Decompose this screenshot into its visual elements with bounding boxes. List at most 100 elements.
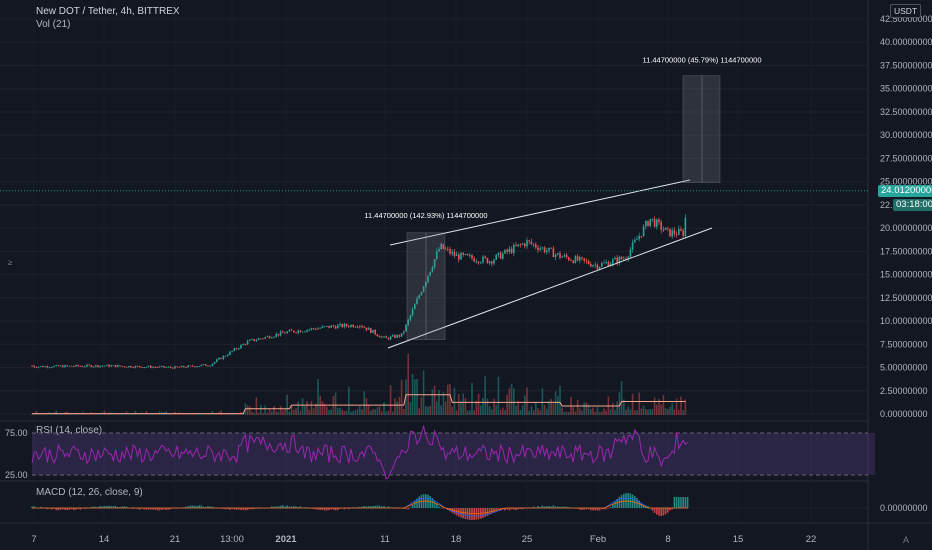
macd-histogram-bar: [150, 508, 152, 510]
candle-body: [636, 239, 638, 240]
candle-body: [587, 261, 590, 265]
volume-bar: [33, 414, 35, 415]
volume-bar: [79, 414, 82, 415]
macd-histogram-bar: [519, 508, 522, 510]
candle-body: [288, 329, 291, 332]
candle-body: [77, 364, 79, 367]
candle-body: [477, 261, 480, 263]
volume-bar: [284, 408, 286, 415]
macd-histogram-bar: [315, 508, 317, 510]
macd-histogram-bar: [493, 508, 495, 513]
candle-body: [275, 333, 277, 337]
candle-body: [656, 219, 658, 227]
volume-bar: [365, 397, 368, 415]
candle-body: [469, 255, 471, 256]
candle-body: [255, 340, 258, 341]
candle-body: [108, 364, 110, 367]
candle-body: [515, 245, 517, 247]
volume-bar: [154, 414, 156, 415]
macd-histogram-bar: [64, 508, 66, 510]
price-tick-label: 20.00000000: [880, 223, 932, 233]
volume-bar: [295, 408, 297, 415]
candle-body: [328, 325, 330, 328]
candle-body: [570, 260, 572, 262]
candle-body: [596, 264, 599, 269]
volume-bar: [488, 405, 491, 415]
volume-bar: [220, 410, 222, 415]
volume-bar: [464, 398, 467, 415]
macd-histogram-bar: [273, 506, 275, 508]
volume-bar: [651, 409, 654, 415]
candle-body: [510, 248, 513, 254]
candle-body: [271, 337, 273, 339]
volume-bar: [345, 410, 348, 415]
volume-bar: [409, 401, 412, 415]
macd-histogram-bar: [293, 506, 295, 508]
macd-histogram-bar: [249, 508, 251, 510]
candle-body: [191, 365, 194, 367]
candle-body: [554, 254, 557, 258]
candle-body: [46, 366, 49, 368]
candle-body: [103, 365, 106, 367]
volume-bar: [394, 398, 396, 415]
candle-body: [251, 339, 253, 340]
macd-histogram-bar: [671, 508, 673, 510]
candle-body: [31, 365, 33, 367]
volume-bar: [323, 403, 326, 415]
candle-body: [323, 326, 326, 328]
candle-body: [42, 366, 44, 368]
candle-body: [253, 339, 255, 341]
auto-scale-toggle[interactable]: A: [903, 535, 910, 545]
macd-line: [32, 497, 688, 517]
macd-histogram-bar: [158, 508, 161, 511]
candle-body: [185, 367, 187, 368]
macd-histogram-bar: [222, 508, 225, 510]
rsi-level-label: 75.00: [5, 428, 28, 438]
currency-selector[interactable]: USDT: [890, 4, 922, 18]
symbol-legend: New DOT / Tether, 4h, BITTREX: [36, 6, 180, 17]
volume-bar: [273, 406, 275, 415]
volume-bar: [350, 411, 352, 415]
candle-body: [497, 252, 500, 255]
volume-bar: [297, 401, 299, 415]
volume-bar: [264, 405, 266, 415]
candle-body: [640, 236, 643, 237]
candle-body: [629, 249, 632, 257]
macd-histogram-bar: [495, 508, 497, 511]
volume-bar: [444, 401, 447, 415]
volume-bar: [242, 414, 244, 415]
macd-histogram-bar: [233, 508, 236, 510]
last-price-badge: 24.01200000: [878, 185, 932, 197]
volume-bar: [636, 410, 638, 415]
volume-bar: [625, 409, 627, 415]
candle-body: [257, 338, 260, 341]
macd-signal-line: [32, 500, 688, 514]
candle-body: [260, 338, 262, 340]
volume-bar: [422, 370, 425, 415]
collapse-left-icon[interactable]: ≥: [8, 258, 13, 267]
candle-body: [449, 248, 451, 254]
volume-bar: [594, 411, 596, 415]
volume-legend: Vol (21): [36, 19, 71, 30]
macd-histogram-bar: [651, 508, 654, 511]
macd-histogram-bar: [169, 508, 172, 510]
macd-histogram-bar: [123, 506, 126, 508]
macd-histogram-bar: [680, 497, 682, 508]
macd-histogram-bar: [673, 497, 676, 508]
macd-histogram-bar: [618, 496, 621, 508]
candle-body: [678, 228, 680, 235]
candle-body: [354, 326, 357, 328]
volume-bar: [367, 405, 370, 415]
macd-histogram-bar: [132, 508, 134, 509]
candle-body: [330, 325, 332, 328]
macd-histogram-bar: [653, 508, 656, 513]
macd-histogram-bar: [383, 506, 385, 508]
macd-histogram-bar: [548, 505, 550, 508]
candle-body: [128, 366, 130, 368]
candle-body: [642, 226, 645, 237]
candle-body: [211, 363, 214, 366]
macd-histogram-bar: [576, 508, 579, 509]
candle-body: [246, 340, 249, 345]
